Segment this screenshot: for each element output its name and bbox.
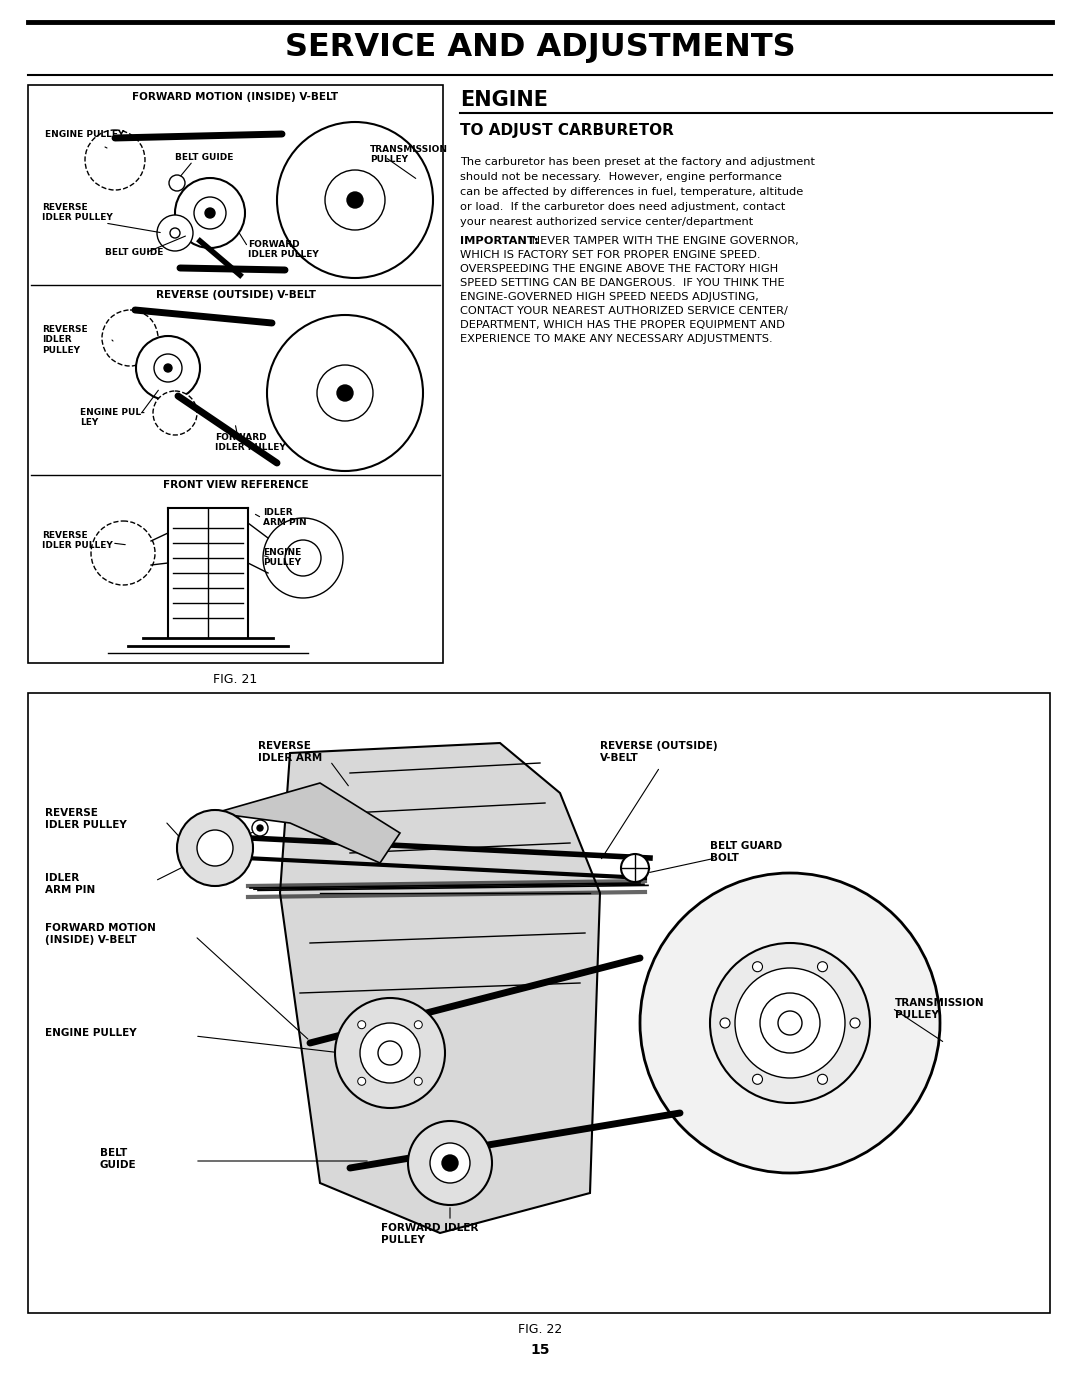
Circle shape <box>170 228 180 237</box>
Text: 15: 15 <box>530 1343 550 1356</box>
Circle shape <box>735 968 845 1078</box>
Text: SPEED SETTING CAN BE DANGEROUS.  IF YOU THINK THE: SPEED SETTING CAN BE DANGEROUS. IF YOU T… <box>460 278 785 288</box>
Text: IDLER
ARM PIN: IDLER ARM PIN <box>45 873 95 894</box>
Circle shape <box>267 314 423 471</box>
Circle shape <box>157 215 193 251</box>
Circle shape <box>818 961 827 972</box>
Circle shape <box>347 191 363 208</box>
Circle shape <box>430 1143 470 1183</box>
Text: FORWARD IDLER
PULLEY: FORWARD IDLER PULLEY <box>381 1222 478 1245</box>
Circle shape <box>360 1023 420 1083</box>
Circle shape <box>136 337 200 400</box>
Text: REVERSE
IDLER PULLEY: REVERSE IDLER PULLEY <box>42 203 112 222</box>
Circle shape <box>276 122 433 278</box>
Circle shape <box>177 810 253 886</box>
Circle shape <box>378 1041 402 1065</box>
Text: The carburetor has been preset at the factory and adjustment: The carburetor has been preset at the fa… <box>460 156 815 168</box>
Text: EXPERIENCE TO MAKE ANY NECESSARY ADJUSTMENTS.: EXPERIENCE TO MAKE ANY NECESSARY ADJUSTM… <box>460 334 772 344</box>
Text: REVERSE
IDLER
PULLEY: REVERSE IDLER PULLEY <box>42 326 87 355</box>
Circle shape <box>205 208 215 218</box>
Circle shape <box>357 1021 366 1028</box>
Text: OVERSPEEDING THE ENGINE ABOVE THE FACTORY HIGH: OVERSPEEDING THE ENGINE ABOVE THE FACTOR… <box>460 264 779 274</box>
Text: BELT GUIDE: BELT GUIDE <box>175 154 233 162</box>
Text: WHICH IS FACTORY SET FOR PROPER ENGINE SPEED.: WHICH IS FACTORY SET FOR PROPER ENGINE S… <box>460 250 760 260</box>
Circle shape <box>720 1018 730 1028</box>
Ellipse shape <box>640 873 940 1173</box>
Polygon shape <box>215 782 400 863</box>
Text: FRONT VIEW REFERENCE: FRONT VIEW REFERENCE <box>163 481 308 490</box>
Circle shape <box>753 1074 762 1084</box>
Circle shape <box>252 820 268 835</box>
Text: FIG. 22: FIG. 22 <box>518 1323 562 1336</box>
Circle shape <box>175 177 245 249</box>
Circle shape <box>778 1011 802 1035</box>
Circle shape <box>257 826 264 831</box>
Circle shape <box>408 1120 492 1206</box>
Circle shape <box>102 310 158 366</box>
Text: BELT
GUIDE: BELT GUIDE <box>100 1148 137 1169</box>
Text: FORWARD
IDLER PULLEY: FORWARD IDLER PULLEY <box>215 433 286 453</box>
Text: SERVICE AND ADJUSTMENTS: SERVICE AND ADJUSTMENTS <box>285 32 795 63</box>
Circle shape <box>710 943 870 1104</box>
Circle shape <box>357 1077 366 1085</box>
Circle shape <box>91 521 156 585</box>
Text: BELT GUARD
BOLT: BELT GUARD BOLT <box>710 841 782 862</box>
Text: FORWARD MOTION
(INSIDE) V-BELT: FORWARD MOTION (INSIDE) V-BELT <box>45 923 156 944</box>
Text: REVERSE (OUTSIDE)
V-BELT: REVERSE (OUTSIDE) V-BELT <box>600 740 717 763</box>
Circle shape <box>335 997 445 1108</box>
Text: TRANSMISSION
PULLEY: TRANSMISSION PULLEY <box>370 145 448 165</box>
Circle shape <box>442 1155 458 1171</box>
Text: ENGINE: ENGINE <box>460 89 548 110</box>
Text: FORWARD MOTION (INSIDE) V-BELT: FORWARD MOTION (INSIDE) V-BELT <box>133 92 338 102</box>
Circle shape <box>154 353 183 381</box>
Circle shape <box>850 1018 860 1028</box>
Text: FIG. 21: FIG. 21 <box>214 673 258 686</box>
Circle shape <box>168 175 185 191</box>
Text: FORWARD
IDLER PULLEY: FORWARD IDLER PULLEY <box>248 240 319 260</box>
Text: your nearest authorized service center/department: your nearest authorized service center/d… <box>460 217 753 226</box>
FancyBboxPatch shape <box>28 85 443 664</box>
Text: REVERSE (OUTSIDE) V-BELT: REVERSE (OUTSIDE) V-BELT <box>156 291 315 300</box>
Text: IDLER
ARM PIN: IDLER ARM PIN <box>264 509 307 528</box>
Circle shape <box>415 1021 422 1028</box>
Text: TO ADJUST CARBURETOR: TO ADJUST CARBURETOR <box>460 123 674 138</box>
Text: REVERSE
IDLER PULLEY: REVERSE IDLER PULLEY <box>45 807 126 830</box>
Text: IMPORTANT:: IMPORTANT: <box>460 236 539 246</box>
Circle shape <box>164 365 172 372</box>
Circle shape <box>318 365 373 420</box>
Text: ENGINE PULLEY: ENGINE PULLEY <box>45 130 124 138</box>
Text: BELT GUIDE: BELT GUIDE <box>105 249 163 257</box>
Circle shape <box>621 854 649 882</box>
Circle shape <box>264 518 343 598</box>
Text: CONTACT YOUR NEAREST AUTHORIZED SERVICE CENTER/: CONTACT YOUR NEAREST AUTHORIZED SERVICE … <box>460 306 788 316</box>
Circle shape <box>85 130 145 190</box>
Circle shape <box>197 830 233 866</box>
Text: or load.  If the carburetor does need adjustment, contact: or load. If the carburetor does need adj… <box>460 203 785 212</box>
Circle shape <box>337 386 353 401</box>
Text: ENGINE-GOVERNED HIGH SPEED NEEDS ADJUSTING,: ENGINE-GOVERNED HIGH SPEED NEEDS ADJUSTI… <box>460 292 759 302</box>
Text: TRANSMISSION
PULLEY: TRANSMISSION PULLEY <box>895 997 985 1020</box>
Text: REVERSE
IDLER PULLEY: REVERSE IDLER PULLEY <box>42 531 112 550</box>
Text: NEVER TAMPER WITH THE ENGINE GOVERNOR,: NEVER TAMPER WITH THE ENGINE GOVERNOR, <box>528 236 799 246</box>
Text: ENGINE
PULLEY: ENGINE PULLEY <box>264 548 301 567</box>
Text: should not be necessary.  However, engine performance: should not be necessary. However, engine… <box>460 172 782 182</box>
Text: REVERSE
IDLER ARM: REVERSE IDLER ARM <box>258 740 322 763</box>
Circle shape <box>153 391 197 434</box>
Text: ENGINE PULLEY: ENGINE PULLEY <box>45 1028 137 1038</box>
Text: can be affected by differences in fuel, temperature, altitude: can be affected by differences in fuel, … <box>460 187 804 197</box>
Circle shape <box>760 993 820 1053</box>
Circle shape <box>325 170 384 231</box>
Text: DEPARTMENT, WHICH HAS THE PROPER EQUIPMENT AND: DEPARTMENT, WHICH HAS THE PROPER EQUIPME… <box>460 320 785 330</box>
Circle shape <box>285 541 321 576</box>
Circle shape <box>753 961 762 972</box>
Circle shape <box>818 1074 827 1084</box>
Text: ENGINE PUL-
LEY: ENGINE PUL- LEY <box>80 408 145 427</box>
Circle shape <box>194 197 226 229</box>
Circle shape <box>415 1077 422 1085</box>
FancyBboxPatch shape <box>28 693 1050 1313</box>
Polygon shape <box>280 743 600 1234</box>
